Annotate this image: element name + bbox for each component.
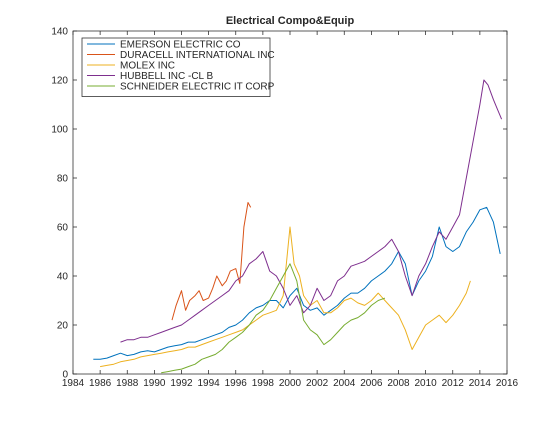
x-tick-label: 1998 — [252, 378, 275, 389]
x-tick-label: 1994 — [198, 378, 221, 389]
legend-label: HUBBELL INC -CL B — [120, 71, 214, 82]
chart-title: Electrical Compo&Equip — [226, 15, 355, 27]
y-tick-label: 60 — [57, 223, 69, 234]
series-line-3 — [100, 226, 471, 368]
x-tick-label: 2004 — [333, 378, 356, 389]
series-line-1 — [93, 206, 501, 360]
y-tick-label: 140 — [51, 27, 68, 38]
legend-label: EMERSON ELECTRIC CO — [120, 40, 241, 51]
y-tick-label: 80 — [57, 174, 69, 185]
axes-layer: 1984 1986 1988 1990 1992 1994 1996 1998 2000 2002… — [51, 27, 518, 390]
x-tick-label: 2002 — [306, 378, 329, 389]
x-tick-label: 1992 — [170, 378, 193, 389]
legend-label: DURACELL INTERNATIONAL INC — [120, 50, 275, 61]
x-tick-label: 1990 — [143, 378, 166, 389]
y-tick-label: 120 — [51, 76, 68, 87]
x-tick-label: 1996 — [225, 378, 248, 389]
x-tick-label: 2008 — [387, 378, 410, 389]
series-line-2 — [171, 202, 252, 321]
series-line-4 — [120, 79, 503, 343]
y-tick-label: 100 — [51, 125, 68, 136]
legend-label: MOLEX INC — [120, 61, 175, 72]
legend-label: SCHNEIDER ELECTRIC IT CORP — [120, 82, 275, 93]
x-tick-label: 1988 — [116, 378, 139, 389]
x-tick-label: 2006 — [360, 378, 383, 389]
x-tick-label: 1984 — [62, 378, 85, 389]
x-tick-label: 2016 — [496, 378, 519, 389]
series-line-5 — [161, 263, 386, 374]
x-tick-label: 2014 — [469, 378, 492, 389]
y-tick-label: 40 — [57, 272, 69, 283]
x-tick-label: 1986 — [89, 378, 112, 389]
x-tick-label: 2012 — [442, 378, 465, 389]
series-layer — [93, 79, 503, 374]
x-tick-label: 2010 — [415, 378, 438, 389]
y-tick-label: 20 — [57, 321, 69, 332]
y-tick-label: 0 — [62, 370, 68, 381]
x-tick-label: 2000 — [279, 378, 302, 389]
legend-box — [81, 37, 271, 97]
